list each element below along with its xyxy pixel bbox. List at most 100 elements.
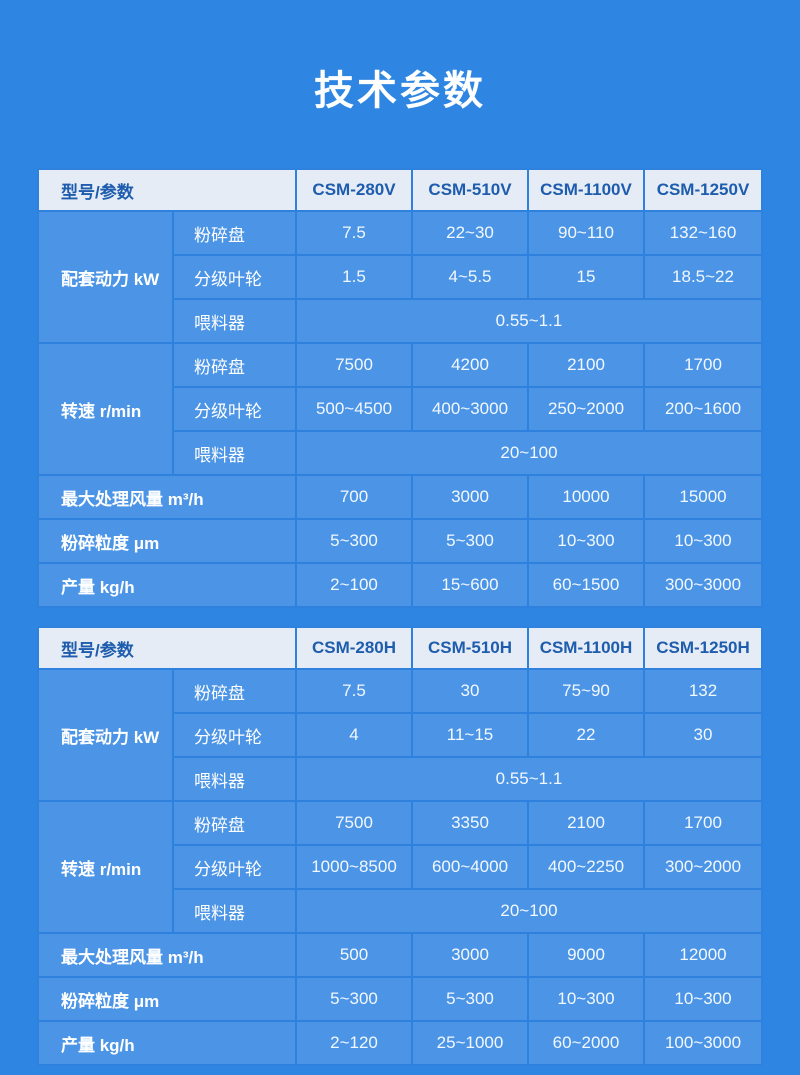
data-cell: 2100 xyxy=(527,800,645,846)
header-param-label: 型号/参数 xyxy=(36,626,298,670)
table-row: 分级叶轮 1.5 4~5.5 15 18.5~22 xyxy=(38,254,763,300)
data-cell: 500~4500 xyxy=(295,386,413,432)
spec-table-v-series: 型号/参数 CSM-280V CSM-510V CSM-1100V CSM-12… xyxy=(36,168,763,608)
row-label-capacity: 产量 kg/h xyxy=(36,1020,298,1066)
data-cell: 7500 xyxy=(295,800,413,846)
row-label-airflow: 最大处理风量 m³/h xyxy=(36,474,298,520)
data-cell: 2~120 xyxy=(295,1020,413,1066)
data-cell: 10~300 xyxy=(643,976,763,1022)
header-model: CSM-1100V xyxy=(527,168,645,212)
row-label-fineness: 粉碎粒度 μm xyxy=(36,976,298,1022)
data-cell: 75~90 xyxy=(527,668,645,714)
data-cell: 300~3000 xyxy=(643,562,763,608)
table-row: 产量 kg/h 2~100 15~600 60~1500 300~3000 xyxy=(36,562,763,608)
sub-label: 粉碎盘 xyxy=(171,800,298,846)
table-row: 分级叶轮 1000~8500 600~4000 400~2250 300~200… xyxy=(38,844,763,890)
data-cell: 3000 xyxy=(411,474,529,520)
data-cell: 12000 xyxy=(643,932,763,978)
data-cell: 10~300 xyxy=(643,518,763,564)
table-row: 转速 r/min 粉碎盘 7500 4200 2100 1700 xyxy=(36,342,763,476)
table-row: 配套动力 kW 粉碎盘 7.5 30 75~90 132 xyxy=(36,668,763,802)
data-cell: 22 xyxy=(527,712,645,758)
data-cell: 9000 xyxy=(527,932,645,978)
table-row: 喂料器 0.55~1.1 xyxy=(38,756,763,802)
data-cell: 2100 xyxy=(527,342,645,388)
data-cell: 250~2000 xyxy=(527,386,645,432)
header-model: CSM-1250V xyxy=(643,168,763,212)
data-cell: 22~30 xyxy=(411,210,529,256)
table-row: 转速 r/min 粉碎盘 7500 3350 2100 1700 xyxy=(36,800,763,934)
data-cell: 5~300 xyxy=(295,976,413,1022)
table-row: 分级叶轮 500~4500 400~3000 250~2000 200~1600 xyxy=(38,386,763,432)
table-row: 分级叶轮 4 11~15 22 30 xyxy=(38,712,763,758)
data-cell: 7.5 xyxy=(295,668,413,714)
table-row: 配套动力 kW 粉碎盘 7.5 22~30 90~110 132~160 xyxy=(36,210,763,344)
header-model: CSM-510V xyxy=(411,168,529,212)
table-row: 喂料器 0.55~1.1 xyxy=(38,298,763,344)
data-cell: 7500 xyxy=(295,342,413,388)
table-row: 产量 kg/h 2~120 25~1000 60~2000 100~3000 xyxy=(36,1020,763,1066)
data-cell: 600~4000 xyxy=(411,844,529,890)
sub-label: 粉碎盘 xyxy=(171,668,298,714)
merged-data-cell: 20~100 xyxy=(295,430,763,476)
data-cell: 400~3000 xyxy=(411,386,529,432)
data-cell: 2~100 xyxy=(295,562,413,608)
header-model: CSM-1250H xyxy=(643,626,763,670)
sub-label: 喂料器 xyxy=(171,888,298,934)
data-cell: 4~5.5 xyxy=(411,254,529,300)
sub-label: 喂料器 xyxy=(171,430,298,476)
data-cell: 400~2250 xyxy=(527,844,645,890)
table-header-row: 型号/参数 CSM-280V CSM-510V CSM-1100V CSM-12… xyxy=(36,168,763,212)
row-label-capacity: 产量 kg/h xyxy=(36,562,298,608)
data-cell: 200~1600 xyxy=(643,386,763,432)
table-row: 粉碎粒度 μm 5~300 5~300 10~300 10~300 xyxy=(36,976,763,1022)
data-cell: 1700 xyxy=(643,800,763,846)
data-cell: 18.5~22 xyxy=(643,254,763,300)
group-label-speed: 转速 r/min xyxy=(36,800,174,934)
data-cell: 3350 xyxy=(411,800,529,846)
data-cell: 15 xyxy=(527,254,645,300)
data-cell: 60~1500 xyxy=(527,562,645,608)
merged-data-cell: 0.55~1.1 xyxy=(295,298,763,344)
sub-label: 分级叶轮 xyxy=(171,844,298,890)
sub-label: 分级叶轮 xyxy=(171,386,298,432)
data-cell: 5~300 xyxy=(411,976,529,1022)
data-cell: 10~300 xyxy=(527,976,645,1022)
merged-data-cell: 0.55~1.1 xyxy=(295,756,763,802)
group-label-power: 配套动力 kW xyxy=(36,210,174,344)
data-cell: 4200 xyxy=(411,342,529,388)
header-param-label: 型号/参数 xyxy=(36,168,298,212)
row-label-airflow: 最大处理风量 m³/h xyxy=(36,932,298,978)
data-cell: 5~300 xyxy=(295,518,413,564)
group-label-speed: 转速 r/min xyxy=(36,342,174,476)
data-cell: 132 xyxy=(643,668,763,714)
merged-data-cell: 20~100 xyxy=(295,888,763,934)
data-cell: 500 xyxy=(295,932,413,978)
data-cell: 7.5 xyxy=(295,210,413,256)
sub-label: 粉碎盘 xyxy=(171,342,298,388)
data-cell: 4 xyxy=(295,712,413,758)
page-title: 技术参数 xyxy=(314,69,486,113)
data-cell: 1000~8500 xyxy=(295,844,413,890)
data-cell: 300~2000 xyxy=(643,844,763,890)
table-row: 喂料器 20~100 xyxy=(38,430,763,476)
data-cell: 90~110 xyxy=(527,210,645,256)
table-row: 粉碎粒度 μm 5~300 5~300 10~300 10~300 xyxy=(36,518,763,564)
table-header-row: 型号/参数 CSM-280H CSM-510H CSM-1100H CSM-12… xyxy=(36,626,763,670)
data-cell: 3000 xyxy=(411,932,529,978)
header-model: CSM-1100H xyxy=(527,626,645,670)
table-row: 最大处理风量 m³/h 700 3000 10000 15000 xyxy=(36,474,763,520)
row-label-fineness: 粉碎粒度 μm xyxy=(36,518,298,564)
sub-label: 喂料器 xyxy=(171,756,298,802)
data-cell: 60~2000 xyxy=(527,1020,645,1066)
header-model: CSM-280H xyxy=(295,626,413,670)
data-cell: 15000 xyxy=(643,474,763,520)
header-model: CSM-510H xyxy=(411,626,529,670)
header-model: CSM-280V xyxy=(295,168,413,212)
table-row: 喂料器 20~100 xyxy=(38,888,763,934)
sub-label: 喂料器 xyxy=(171,298,298,344)
data-cell: 15~600 xyxy=(411,562,529,608)
data-cell: 11~15 xyxy=(411,712,529,758)
sub-label: 粉碎盘 xyxy=(171,210,298,256)
